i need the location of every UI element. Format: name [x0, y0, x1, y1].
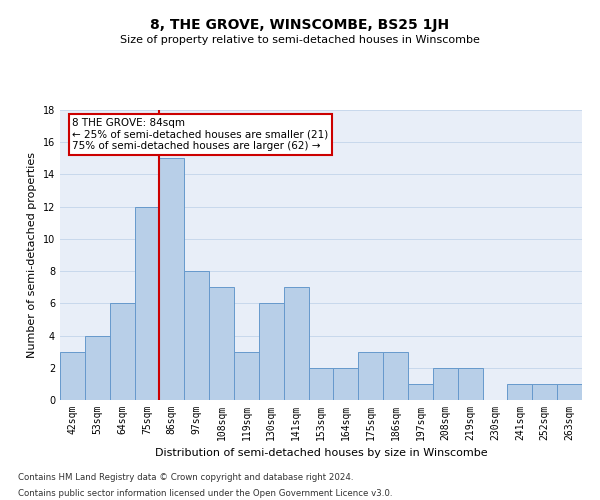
Bar: [334, 368, 358, 400]
Bar: [557, 384, 582, 400]
Bar: [358, 352, 383, 400]
Bar: [433, 368, 458, 400]
Text: 8 THE GROVE: 84sqm
← 25% of semi-detached houses are smaller (21)
75% of semi-de: 8 THE GROVE: 84sqm ← 25% of semi-detache…: [73, 118, 329, 152]
Bar: [508, 384, 532, 400]
Bar: [383, 352, 408, 400]
Bar: [60, 352, 85, 400]
Bar: [284, 287, 308, 400]
Bar: [160, 158, 184, 400]
Bar: [408, 384, 433, 400]
Text: Contains public sector information licensed under the Open Government Licence v3: Contains public sector information licen…: [18, 489, 392, 498]
Bar: [134, 206, 160, 400]
Text: 8, THE GROVE, WINSCOMBE, BS25 1JH: 8, THE GROVE, WINSCOMBE, BS25 1JH: [151, 18, 449, 32]
Bar: [234, 352, 259, 400]
Bar: [308, 368, 334, 400]
Bar: [532, 384, 557, 400]
X-axis label: Distribution of semi-detached houses by size in Winscombe: Distribution of semi-detached houses by …: [155, 448, 487, 458]
Bar: [85, 336, 110, 400]
Bar: [184, 271, 209, 400]
Bar: [259, 304, 284, 400]
Bar: [458, 368, 482, 400]
Y-axis label: Number of semi-detached properties: Number of semi-detached properties: [27, 152, 37, 358]
Text: Contains HM Land Registry data © Crown copyright and database right 2024.: Contains HM Land Registry data © Crown c…: [18, 472, 353, 482]
Text: Size of property relative to semi-detached houses in Winscombe: Size of property relative to semi-detach…: [120, 35, 480, 45]
Bar: [110, 304, 134, 400]
Bar: [209, 287, 234, 400]
